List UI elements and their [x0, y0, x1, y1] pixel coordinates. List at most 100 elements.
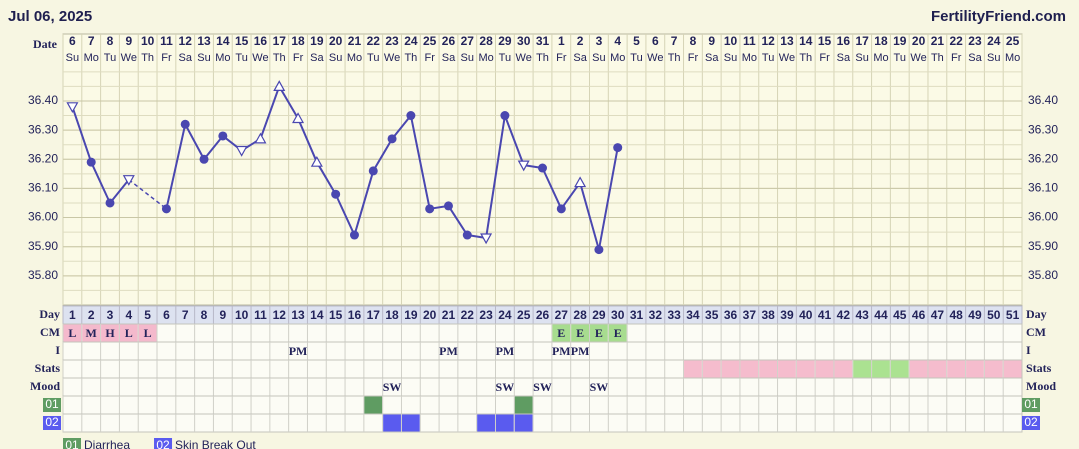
temperature-point [331, 189, 341, 199]
cell-fill [721, 360, 740, 378]
row-background [62, 395, 1023, 415]
day-number: 7 [182, 308, 189, 322]
temperature-point [462, 230, 472, 240]
cell-text: E [595, 326, 603, 340]
weekday-label: Sa [178, 52, 192, 64]
day-number: 42 [837, 308, 851, 322]
cell-fill [571, 324, 590, 342]
day-number: 3 [107, 308, 114, 322]
x-axis-label: Date [33, 37, 58, 51]
date-label: 23 [968, 34, 982, 48]
excluded-temperature-point [235, 145, 248, 157]
cell-text: L [125, 326, 133, 340]
row-badge [43, 416, 61, 430]
weekday-label: Tu [630, 52, 642, 64]
temperature-point [105, 198, 115, 208]
y-tick-label: 36.30 [28, 122, 58, 136]
day-number: 50 [987, 308, 1001, 322]
cell-fill [966, 360, 984, 378]
site-name: FertilityFriend.com [931, 8, 1066, 25]
day-number: 29 [592, 308, 606, 322]
day-number: 6 [163, 308, 170, 322]
date-label: 25 [423, 34, 437, 48]
date-label: 18 [291, 34, 305, 48]
weekday-label: Th [273, 52, 286, 64]
date-label: 21 [931, 34, 945, 48]
temperature-point [443, 201, 453, 211]
weekday-label: Mo [873, 52, 888, 64]
date-label: 25 [1006, 34, 1020, 48]
date-label: 20 [912, 34, 926, 48]
temperature-point [406, 111, 416, 121]
cell-fill [552, 324, 571, 342]
cell-text: SW [533, 380, 552, 394]
temperature-point [500, 111, 510, 121]
weekday-label: Fr [556, 52, 567, 64]
weekday-label: We [121, 52, 137, 64]
day-number: 37 [743, 308, 757, 322]
date-label: 20 [329, 34, 343, 48]
cell-fill [872, 360, 890, 378]
day-number: 34 [686, 308, 700, 322]
row-label: Mood [30, 379, 60, 393]
cell-text: PM [439, 344, 458, 358]
gap-connector [128, 179, 167, 210]
row-badge-right [1022, 416, 1040, 430]
day-number: 25 [517, 308, 531, 322]
day-number: 12 [273, 308, 287, 322]
row-label-right: I [1026, 343, 1031, 357]
row-label: Day [39, 307, 60, 321]
date-label: 24 [987, 34, 1001, 48]
cell-text: E [557, 326, 565, 340]
cell-fill [138, 324, 157, 342]
excluded-temperature-point [66, 102, 79, 114]
cell-fill [815, 360, 834, 378]
excluded-temperature-point [122, 175, 135, 186]
excluded-temperature-point [310, 155, 323, 167]
day-number: 40 [799, 308, 813, 322]
cell-fill [514, 396, 533, 414]
temperature-point [594, 245, 604, 255]
cell-text: PM [289, 344, 308, 358]
temperature-point [180, 119, 190, 129]
weekday-label: Sa [310, 52, 324, 64]
row-label: CM [40, 325, 60, 339]
day-number: 35 [705, 308, 719, 322]
day-number: 48 [950, 308, 964, 322]
date-label: 7 [88, 34, 95, 48]
weekday-label: Th [404, 52, 417, 64]
weekday-label: Fr [424, 52, 435, 64]
date-label: 10 [141, 34, 155, 48]
y-tick-label-right: 36.20 [1028, 151, 1058, 165]
y-tick-label-right: 35.90 [1028, 239, 1058, 253]
weekday-label: Fr [293, 52, 304, 64]
cell-text: SW [590, 380, 609, 394]
date-label: 26 [442, 34, 456, 48]
excluded-temperature-point [254, 132, 267, 144]
day-number: 15 [329, 308, 343, 322]
weekday-label: Tu [367, 52, 379, 64]
date-label: 13 [197, 34, 211, 48]
weekday-label: Th [141, 52, 154, 64]
day-number: 10 [235, 308, 249, 322]
temperature-point [538, 163, 547, 173]
row-label: 02 [45, 415, 59, 429]
day-number: 11 [254, 308, 267, 322]
weekday-label: Su [592, 52, 605, 64]
row-label-right: Day [1026, 307, 1047, 321]
date-label: 6 [652, 34, 659, 48]
cell-fill [702, 360, 721, 378]
y-tick-label-right: 35.80 [1028, 268, 1058, 282]
day-number: 49 [968, 308, 982, 322]
cell-fill [740, 360, 759, 378]
cell-text: PM [571, 344, 590, 358]
date-label: 8 [690, 34, 697, 48]
cell-fill [477, 414, 495, 432]
date-label: 14 [216, 34, 230, 48]
day-number: 23 [479, 308, 493, 322]
cell-fill [82, 324, 101, 342]
row-label: 01 [45, 397, 59, 411]
cell-fill [796, 360, 815, 378]
cell-fill [383, 414, 401, 432]
